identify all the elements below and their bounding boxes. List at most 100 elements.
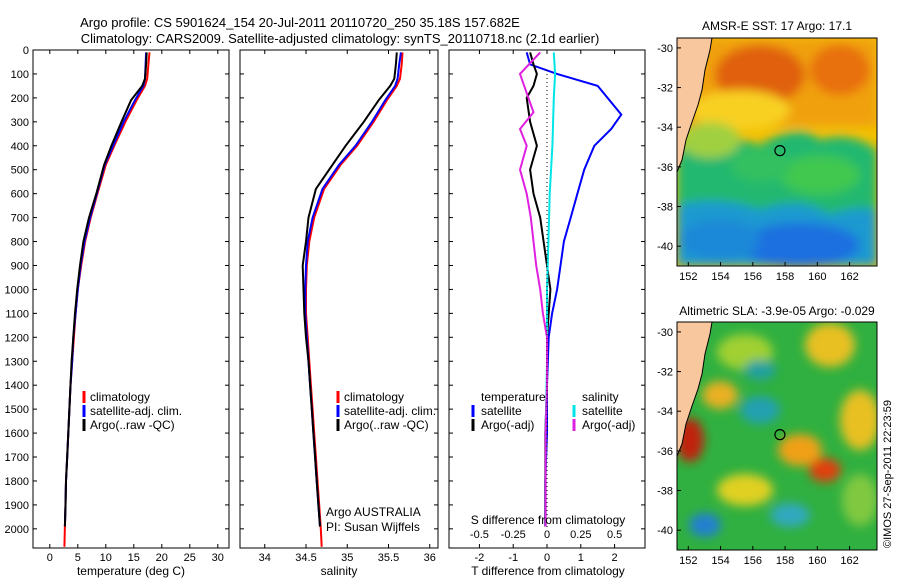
- map-y-tick-label: -36: [657, 162, 673, 174]
- s-tick-label: -0.5: [470, 529, 489, 541]
- x-tick-label: 30: [212, 552, 224, 564]
- sst-ticks: 152 154 156 158 160 162 -30 -32 -34 -36 -38 -40: [657, 43, 859, 283]
- x-tick-label: -1: [508, 552, 518, 564]
- y-tick-label: 300: [11, 117, 29, 129]
- temperature-xlabel: temperature (deg C): [77, 564, 185, 578]
- y-tick-label: 1400: [5, 380, 29, 392]
- salinity-series: [301, 52, 404, 547]
- map-x-tick-label: 162: [840, 271, 858, 283]
- sst-coastline: [677, 38, 713, 173]
- copyright-stamp: ©IMOS 27-Sep-2011 22:23:59: [882, 400, 894, 548]
- x-tick-label: 20: [156, 552, 168, 564]
- x-tick-label: 35.5: [378, 552, 399, 564]
- salinity-x-axis: 34 34.5 35 35.5 36: [259, 50, 436, 564]
- x-tick-label: 15: [128, 552, 140, 564]
- sla-coastline: [677, 322, 713, 457]
- salinity-y-ticks: [240, 49, 438, 530]
- y-tick-label: 700: [11, 213, 29, 225]
- x-tick-label: 5: [75, 552, 81, 564]
- sst-title: AMSR-E SST: 17 Argo: 17.1: [702, 19, 852, 33]
- salinity-panel: 34 34.5 35 35.5 36 salinity climatology sate…: [239, 49, 439, 578]
- x-tick-label: 36: [424, 552, 436, 564]
- map-x-tick-label: 160: [808, 555, 826, 567]
- x-tick-label: 34: [259, 552, 271, 564]
- series-line-salinity-argo-adj-: [518, 51, 548, 527]
- s-tick-label: 0.5: [607, 529, 622, 541]
- salinity-xlabel: salinity: [321, 564, 358, 578]
- map-x-tick-label: 158: [776, 271, 794, 283]
- sla-frame: [676, 321, 878, 551]
- x-tick-label: 25: [184, 552, 196, 564]
- header-line1: Argo profile: CS 5901624_154 20-Jul-2011…: [80, 15, 520, 30]
- legend-satellite: satellite-adj. clim.: [90, 404, 182, 418]
- map-y-tick-label: -36: [657, 446, 673, 458]
- map-x-tick-label: 156: [744, 555, 762, 567]
- legend-t-title: temperature: [481, 390, 546, 404]
- legend-climatology: climatology: [90, 390, 150, 404]
- temperature-legend: climatology satellite-adj. clim. Argo(..…: [82, 390, 182, 432]
- legend-satellite: satellite-adj. clim.: [344, 404, 436, 418]
- sst-frame: [676, 37, 878, 267]
- difference-series: [518, 51, 623, 528]
- sla-field: [677, 322, 877, 550]
- sst-field: [677, 38, 877, 266]
- x-tick-label: -2: [475, 552, 485, 564]
- x-tick-label: 35: [341, 552, 353, 564]
- difference-x-axis: -2 -1 0 1 2: [475, 50, 618, 564]
- salinity-legend: climatology satellite-adj. clim. Argo(..…: [336, 390, 436, 432]
- sla-title: Altimetric SLA: -3.9e-05 Argo: -0.029: [679, 304, 875, 318]
- s-tick-label: -0.25: [501, 529, 526, 541]
- y-tick-label: 1300: [5, 356, 29, 368]
- map-x-tick-label: 154: [711, 555, 729, 567]
- map-x-tick-label: 154: [711, 271, 729, 283]
- sla-ticks: 152 154 156 158 160 162 -30 -32 -34 -36 -38 -40: [657, 327, 859, 567]
- annotation-pi: PI: Susan Wijffels: [326, 520, 420, 534]
- y-tick-label: 600: [11, 189, 29, 201]
- s-diff-label: S difference from climatology: [471, 513, 626, 527]
- legend-climatology: climatology: [344, 390, 404, 404]
- series-line-argo-raw-qc-: [63, 52, 148, 527]
- map-y-tick-label: -40: [657, 525, 673, 537]
- y-tick-label: 500: [11, 165, 29, 177]
- map-y-tick-label: -30: [657, 43, 673, 55]
- series-line-climatology: [305, 52, 404, 547]
- map-y-tick-label: -30: [657, 327, 673, 339]
- temperature-series: [63, 52, 151, 547]
- map-x-tick-label: 162: [840, 555, 858, 567]
- legend-argo: Argo(..raw -QC): [344, 418, 429, 432]
- y-tick-label: 1900: [5, 500, 29, 512]
- series-line-satellite-adj-clim-: [304, 52, 402, 527]
- s-tick-label: 0: [544, 529, 550, 541]
- map-y-tick-label: -38: [657, 202, 673, 214]
- x-tick-label: 0: [47, 552, 53, 564]
- map-x-tick-label: 158: [776, 555, 794, 567]
- annotation-program: Argo AUSTRALIA: [326, 505, 421, 519]
- map-y-tick-label: -32: [657, 367, 673, 379]
- y-tick-label: 1200: [5, 332, 29, 344]
- map-y-tick-label: -38: [657, 486, 673, 498]
- y-tick-label: 1600: [5, 428, 29, 440]
- y-tick-label: 800: [11, 237, 29, 249]
- map-x-tick-label: 152: [679, 271, 697, 283]
- salinity-axes: [239, 49, 439, 549]
- legend-s-satellite: satellite: [582, 404, 623, 418]
- y-tick-label: 900: [11, 260, 29, 272]
- y-tick-label: 1700: [5, 452, 29, 464]
- legend-argo: Argo(..raw -QC): [90, 418, 175, 432]
- map-x-tick-label: 152: [679, 555, 697, 567]
- y-tick-label: 1500: [5, 404, 29, 416]
- legend-s-title: salinity: [582, 390, 619, 404]
- s-tick-label: 0.25: [570, 529, 591, 541]
- map-x-tick-label: 156: [744, 271, 762, 283]
- temperature-x-axis: 0 5 10 15 20 25 30: [47, 50, 224, 564]
- sst-argo-marker: [774, 145, 786, 157]
- sst-map: AMSR-E SST: 17 Argo: 17.1 152 154 156 158 16…: [657, 19, 878, 283]
- y-tick-label: 0: [23, 45, 29, 57]
- temperature-axes: [32, 49, 230, 549]
- x-tick-label: 2: [612, 552, 618, 564]
- difference-y-ticks: [449, 49, 645, 530]
- map-y-tick-label: -40: [657, 241, 673, 253]
- x-tick-label: 1: [578, 552, 584, 564]
- y-tick-label: 400: [11, 141, 29, 153]
